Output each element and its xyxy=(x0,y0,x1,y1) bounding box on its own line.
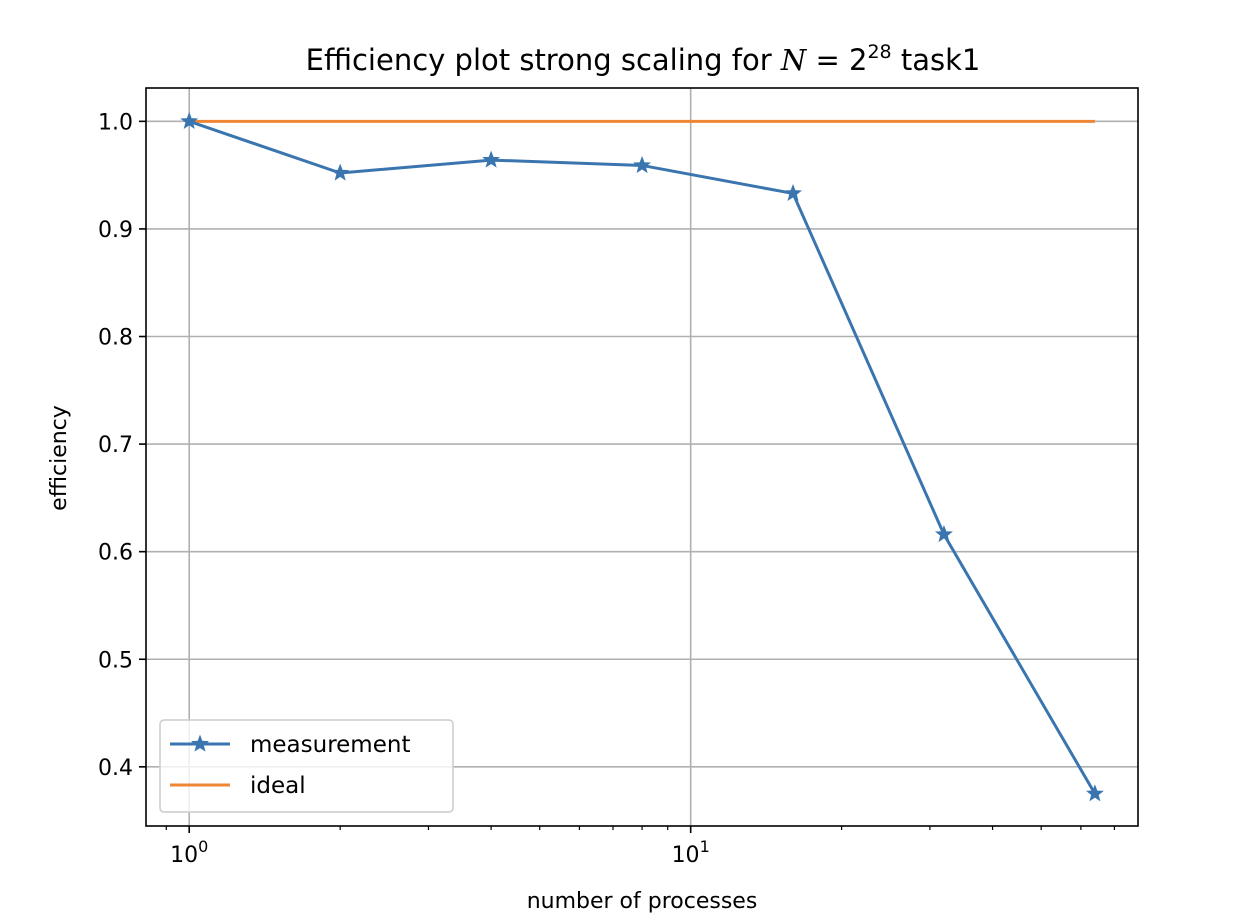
x-tick-label-base: 10 xyxy=(672,843,700,868)
title-prefix: Efficiency plot strong scaling for xyxy=(306,43,781,77)
title-math-exponent: 28 xyxy=(867,41,891,63)
legend-label-measurement: measurement xyxy=(250,732,410,758)
series-layer xyxy=(180,111,1104,802)
title-suffix: task1 xyxy=(892,43,981,77)
y-axis-label: efficiency xyxy=(47,405,72,511)
data-point-measurement xyxy=(633,156,652,174)
y-tick-label: 1.0 xyxy=(98,110,133,135)
y-tick-label: 0.5 xyxy=(98,648,133,673)
legend-label-ideal: ideal xyxy=(250,773,306,799)
title-math-variable: N xyxy=(780,43,808,77)
y-tick-label: 0.7 xyxy=(98,433,133,458)
x-tick-label-base: 10 xyxy=(170,843,198,868)
legend-marker-measurement xyxy=(191,734,209,752)
data-point-measurement xyxy=(180,111,199,129)
legend: measurement ideal xyxy=(159,719,454,813)
y-tick-label: 0.8 xyxy=(98,326,133,351)
y-tick-label: 0.6 xyxy=(98,541,133,566)
y-tick-label: 0.9 xyxy=(98,218,133,243)
y-tick-label: 0.4 xyxy=(98,756,133,781)
data-point-measurement xyxy=(331,163,350,181)
data-point-measurement xyxy=(784,184,802,202)
title-math-equals: = 2 xyxy=(806,43,867,77)
x-tick-label-exponent: 1 xyxy=(700,837,710,856)
data-point-measurement xyxy=(1085,784,1104,802)
x-tick-label: 101 xyxy=(672,837,710,868)
x-tick-label: 100 xyxy=(170,837,208,868)
x-axis-label: number of processes xyxy=(527,889,758,914)
legend-box xyxy=(159,719,454,813)
data-point-measurement xyxy=(935,525,953,543)
chart-title: Efficiency plot strong scaling for N = 2… xyxy=(306,41,981,77)
data-point-measurement xyxy=(482,150,501,168)
legend-entries: measurement ideal xyxy=(170,732,410,799)
x-tick-label-exponent: 0 xyxy=(198,837,208,856)
